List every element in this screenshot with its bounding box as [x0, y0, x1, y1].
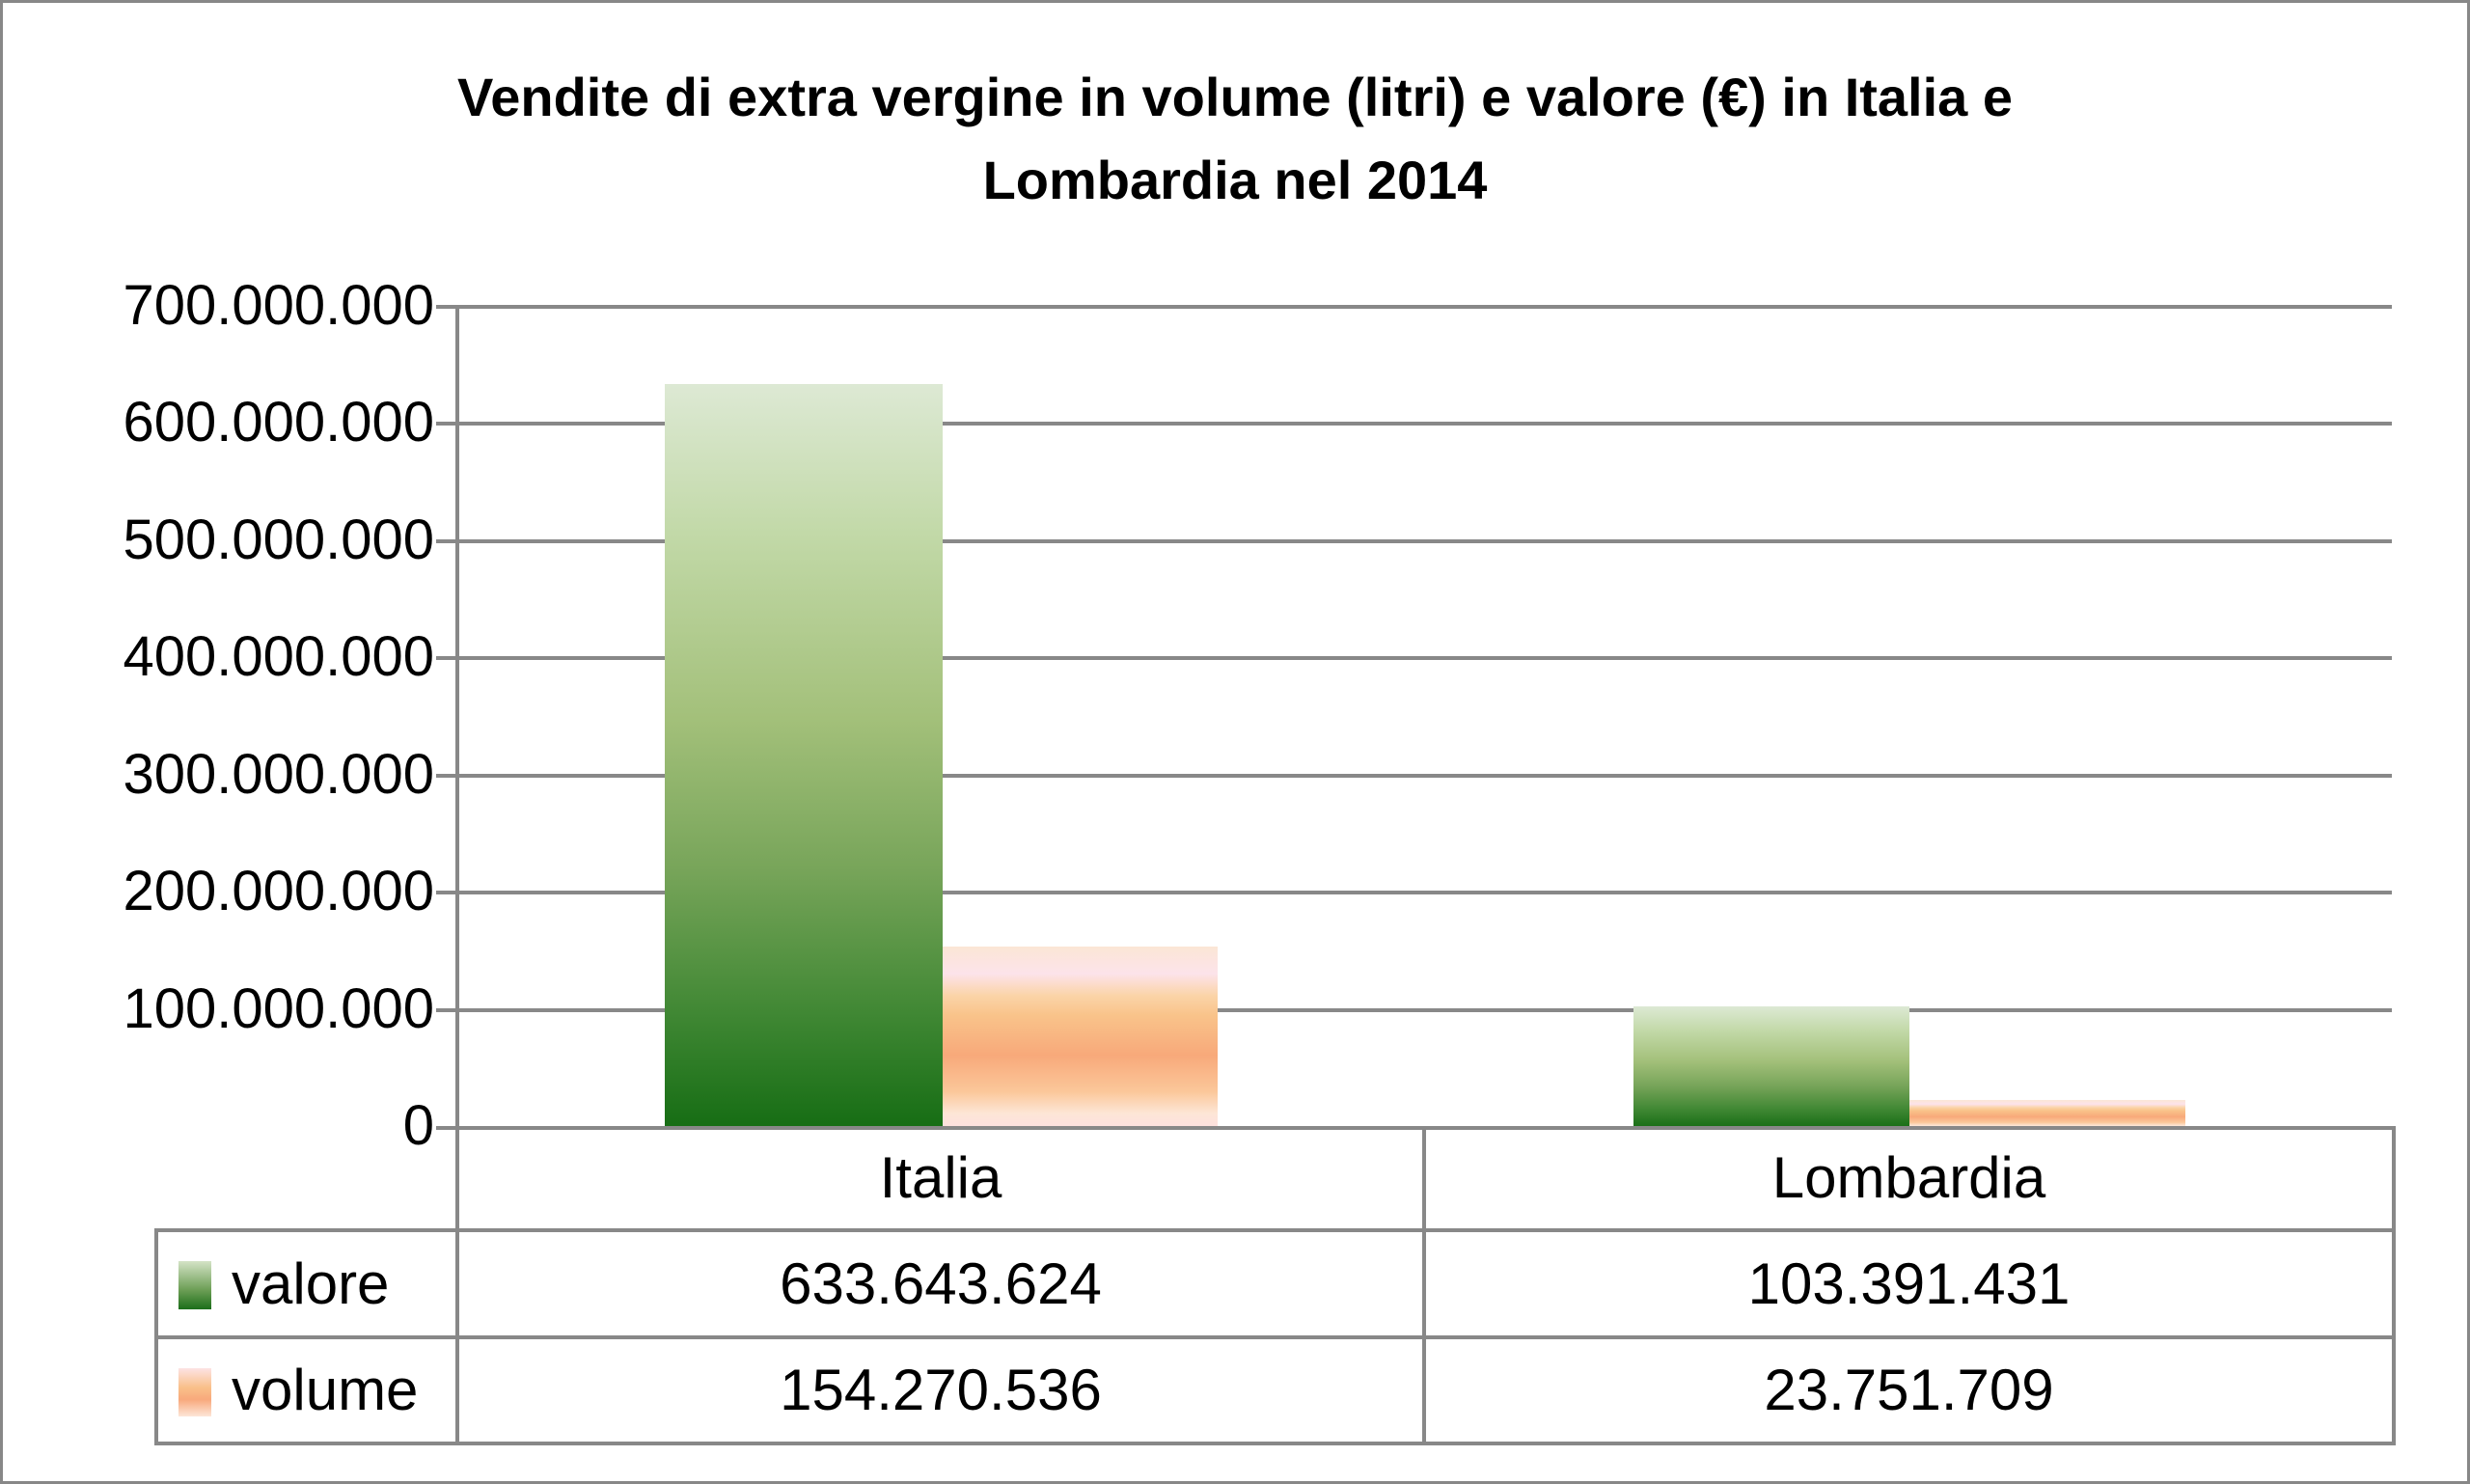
table-cell-italia-valore: 633.643.624 [780, 1251, 1102, 1316]
legend-label-volume: volume [232, 1358, 419, 1422]
table-cell-italia-volume: 154.270.536 [780, 1358, 1102, 1422]
y-tick-label: 100.000.000 [123, 977, 434, 1040]
table-right-border [2392, 1126, 2396, 1445]
y-tick-label: 700.000.000 [123, 274, 434, 337]
legend-key-volume [178, 1368, 211, 1416]
bar-italia-valore [665, 384, 943, 1128]
bar-lombardia-volume [1909, 1100, 2185, 1128]
category-label-lombardia: Lombardia [1771, 1145, 2046, 1210]
y-axis-line [455, 307, 459, 1443]
gridline [436, 1008, 2392, 1012]
table-cell-lombardia-volume: 23.751.709 [1764, 1358, 2054, 1422]
table-left-border [154, 1228, 158, 1445]
bar-lombardia-valore [1633, 1006, 1909, 1128]
y-tick-label: 400.000.000 [123, 625, 434, 688]
gridline [436, 305, 2392, 309]
legend-label-valore: valore [232, 1251, 390, 1316]
gridline [436, 891, 2392, 894]
y-tick-label: 500.000.000 [123, 508, 434, 571]
y-tick-label: 0 [402, 1094, 434, 1157]
table-row-divider [154, 1228, 2396, 1232]
y-tick-label: 600.000.000 [123, 391, 434, 453]
gridline [436, 656, 2392, 660]
gridline [436, 539, 2392, 543]
y-tick-label: 200.000.000 [123, 860, 434, 922]
table-row-divider [154, 1335, 2396, 1339]
legend-key-valore [178, 1261, 211, 1309]
bar-italia-volume [943, 947, 1218, 1128]
y-tick-label: 300.000.000 [123, 743, 434, 806]
table-bottom-border [154, 1442, 2396, 1445]
gridline [436, 422, 2392, 426]
table-cell-lombardia-valore: 103.391.431 [1747, 1251, 2071, 1316]
gridline [436, 774, 2392, 778]
chart-title-line-2: Lombardia nel 2014 [982, 150, 1488, 210]
table-column-divider [1422, 1126, 1426, 1445]
chart-title-line-1: Vendite di extra vergine in volume (litr… [456, 67, 2014, 127]
category-label-italia: Italia [879, 1145, 1002, 1210]
